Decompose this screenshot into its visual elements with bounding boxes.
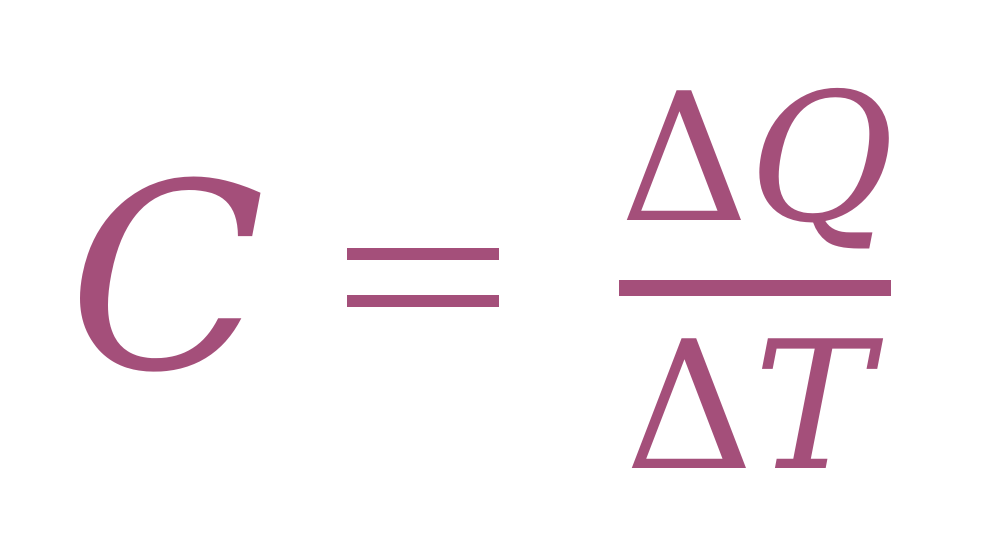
equals-sign-bottom-bar bbox=[347, 295, 499, 307]
fraction-bar bbox=[619, 280, 891, 296]
denominator: ΔT bbox=[625, 318, 872, 496]
numerator: ΔQ bbox=[620, 70, 894, 248]
temperature-symbol: T bbox=[753, 303, 873, 510]
equals-sign-top-bar bbox=[347, 248, 499, 260]
heat-capacity-symbol: C bbox=[68, 129, 266, 429]
denominator-delta-symbol: Δ bbox=[625, 303, 754, 510]
numerator-delta-symbol: Δ bbox=[620, 55, 749, 262]
heat-symbol: Q bbox=[748, 55, 895, 262]
